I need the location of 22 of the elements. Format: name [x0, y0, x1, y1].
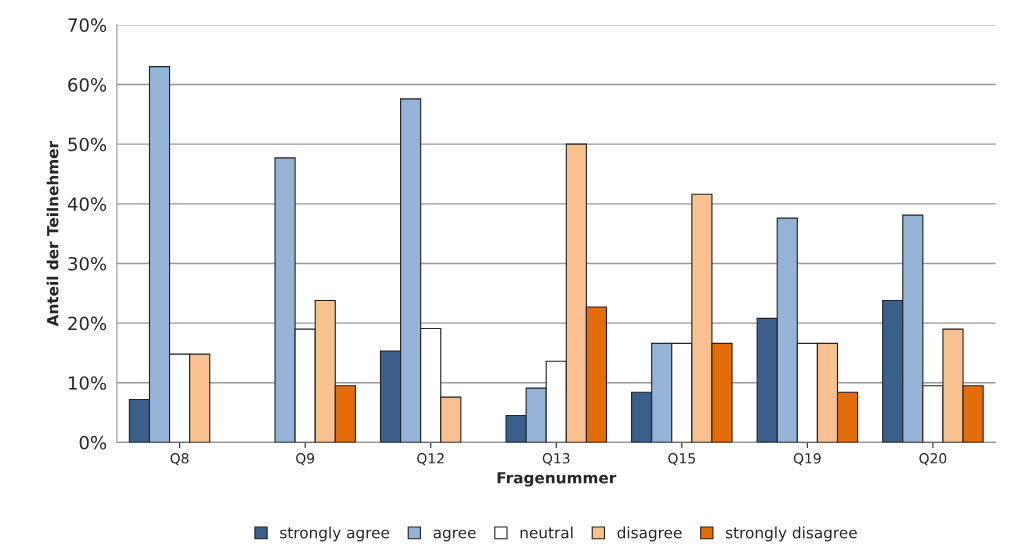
legend-label: strongly agree	[280, 526, 390, 542]
legend-label: disagree	[617, 526, 682, 542]
y-tick-label: 60%	[68, 77, 107, 92]
x-tick-label: Q12	[417, 453, 444, 466]
x-tick-label: Q13	[542, 453, 570, 466]
x-tick-label: Q9	[296, 453, 315, 466]
x-tick-label: Q8	[170, 453, 189, 466]
legend-label: agree	[433, 529, 476, 542]
y-tick-label: 40%	[67, 197, 107, 211]
x-tick-label: Q20	[919, 453, 947, 466]
legend-label: neutral	[520, 526, 573, 539]
y-tick-label: 30%	[68, 256, 107, 271]
y-tick-label: 70%	[68, 18, 107, 32]
y-tick-label: 20%	[68, 316, 107, 331]
x-tick-label: Q15	[668, 453, 695, 466]
x-tick-label: Q19	[793, 453, 821, 466]
y-tick-label: 0%	[79, 435, 107, 450]
legend-label: strongly disagree	[725, 526, 857, 542]
y-tick-label: 10%	[68, 376, 107, 390]
y-tick-label: 50%	[68, 137, 107, 152]
y-axis-title: Anteil der Teilnehmer	[46, 140, 59, 327]
x-axis-title: Fragenummer	[497, 472, 617, 487]
